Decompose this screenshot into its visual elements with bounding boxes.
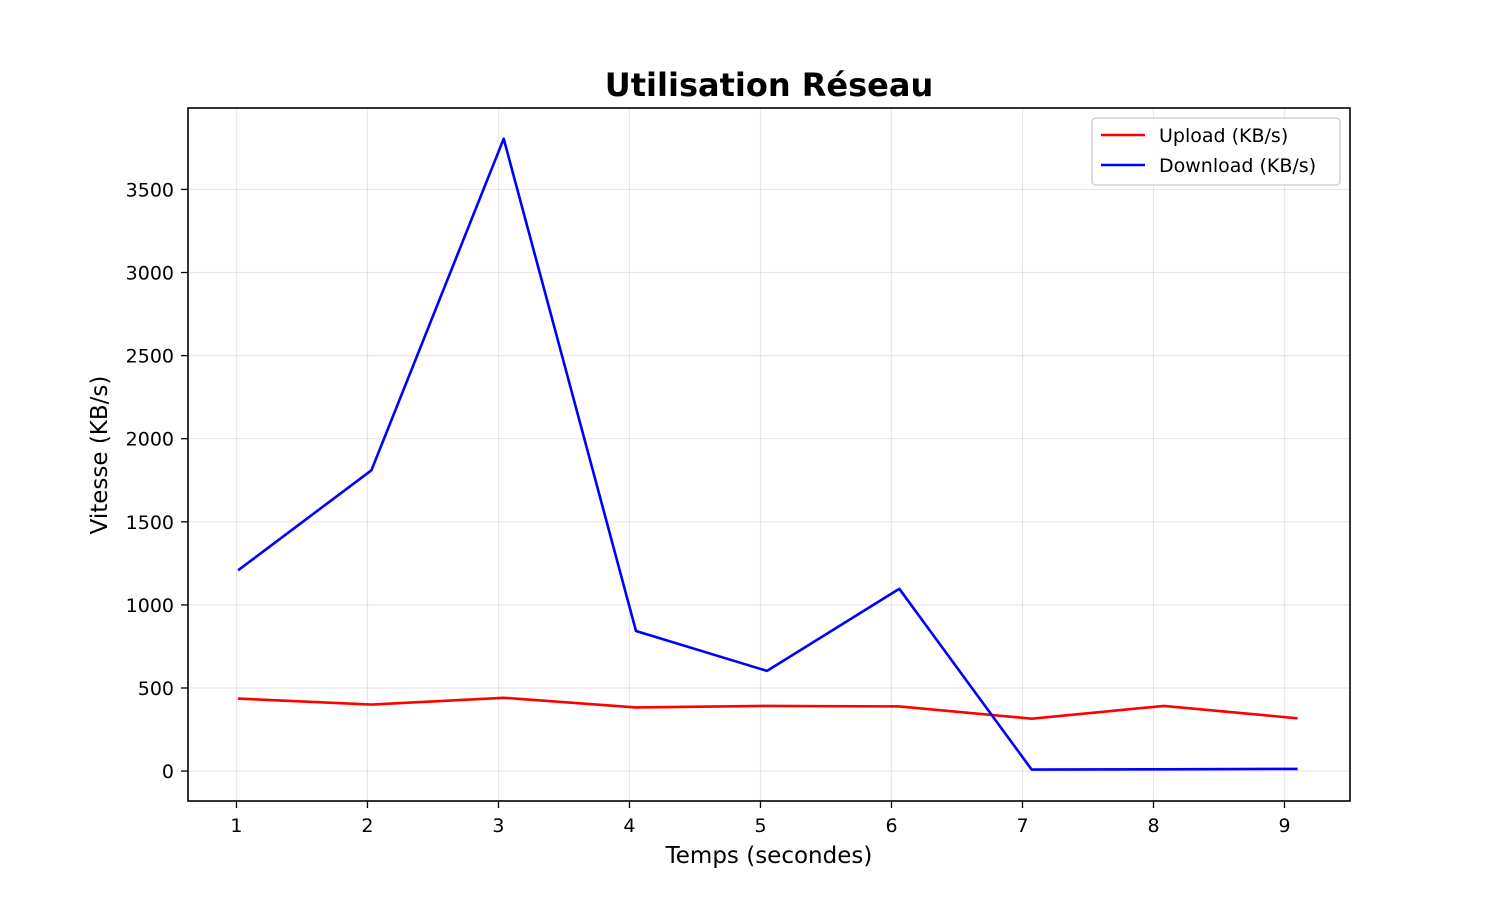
x-tick-label: 6 [885,815,897,837]
y-axis-ticks: 0 500 1000 1500 2000 2500 3000 3500 [126,179,188,783]
plot-area-frame [187,107,1351,802]
chart-title: Utilisation Réseau [605,66,933,104]
x-tick-label: 7 [1016,815,1028,837]
legend-label-download: Download (KB/s) [1159,155,1316,177]
chart-legend: Upload (KB/s) Download (KB/s) [1091,117,1341,186]
series-line-upload [237,696,1298,721]
legend-box [1091,117,1341,186]
legend-label-upload: Upload (KB/s) [1159,125,1288,147]
x-tick-label: 1 [230,815,242,837]
x-tick-label: 9 [1278,815,1290,837]
y-tick-label: 0 [162,761,174,783]
y-tick-label: 2500 [126,346,174,368]
y-tick-label: 1000 [126,595,174,617]
y-tick-label: 3500 [126,179,174,201]
x-tick-label: 3 [492,815,504,837]
series-lines [237,137,1298,771]
x-axis-label: Temps (secondes) [665,843,873,869]
y-tick-label: 500 [138,678,174,700]
y-axis-label: Vitesse (KB/s) [87,376,113,535]
x-tick-label: 5 [754,815,766,837]
y-tick-label: 3000 [126,263,174,285]
y-tick-label: 2000 [126,429,174,451]
x-tick-label: 4 [623,815,635,837]
x-tick-label: 2 [361,815,373,837]
grid-lines [188,108,1350,801]
x-tick-label: 8 [1147,815,1159,837]
y-tick-label: 1500 [126,512,174,534]
series-line-download [237,137,1298,771]
x-axis-ticks: 1 2 3 4 5 6 7 8 9 [230,801,1291,837]
